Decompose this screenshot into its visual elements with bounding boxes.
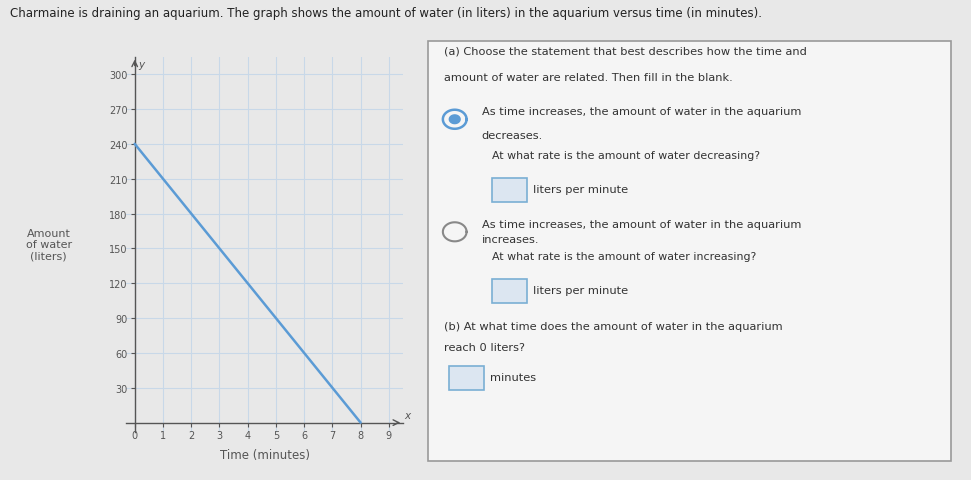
Text: (a) Choose the statement that best describes how the time and: (a) Choose the statement that best descr… xyxy=(444,47,807,57)
FancyBboxPatch shape xyxy=(492,280,527,304)
Text: amount of water are related. Then fill in the blank.: amount of water are related. Then fill i… xyxy=(444,72,733,83)
Text: minutes: minutes xyxy=(489,372,536,382)
Text: reach 0 liters?: reach 0 liters? xyxy=(444,343,525,352)
Text: increases.: increases. xyxy=(482,234,539,244)
Text: Charmaine is draining an aquarium. The graph shows the amount of water (in liter: Charmaine is draining an aquarium. The g… xyxy=(10,7,761,20)
Text: At what rate is the amount of water decreasing?: At what rate is the amount of water decr… xyxy=(492,150,760,160)
FancyBboxPatch shape xyxy=(428,42,951,461)
Text: Amount
of water
(liters): Amount of water (liters) xyxy=(25,228,72,262)
Text: As time increases, the amount of water in the aquarium: As time increases, the amount of water i… xyxy=(482,219,801,229)
Polygon shape xyxy=(450,116,460,124)
Text: liters per minute: liters per minute xyxy=(533,286,628,296)
X-axis label: Time (minutes): Time (minutes) xyxy=(219,448,310,461)
Text: At what rate is the amount of water increasing?: At what rate is the amount of water incr… xyxy=(492,252,756,262)
Text: x: x xyxy=(404,410,411,420)
FancyBboxPatch shape xyxy=(450,366,485,390)
Text: decreases.: decreases. xyxy=(482,131,543,141)
Text: y: y xyxy=(138,60,145,70)
Text: As time increases, the amount of water in the aquarium: As time increases, the amount of water i… xyxy=(482,107,801,117)
Text: liters per minute: liters per minute xyxy=(533,184,628,194)
Text: (b) At what time does the amount of water in the aquarium: (b) At what time does the amount of wate… xyxy=(444,321,783,331)
FancyBboxPatch shape xyxy=(492,179,527,202)
